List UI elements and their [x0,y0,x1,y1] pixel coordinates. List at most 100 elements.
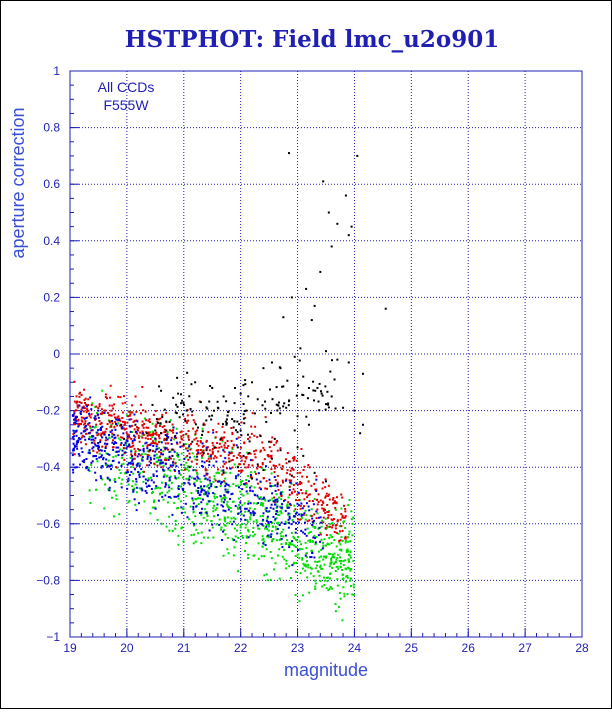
cloud-point [171,448,174,451]
cloud-point [86,409,89,412]
cloud-point [217,480,220,483]
cloud-point [82,423,85,426]
cloud-point [233,402,236,405]
cloud-point [330,359,333,362]
cloud-point [312,536,315,539]
cloud-point [280,467,283,470]
cloud-point [198,400,201,403]
cloud-point [229,520,232,523]
cloud-point [278,407,281,410]
cloud-point [167,442,170,445]
cloud-point [180,463,183,466]
cloud-point [152,450,155,453]
cloud-point [315,510,318,513]
data-point [214,446,217,449]
cloud-point [235,484,238,487]
cloud-point [309,572,312,575]
cloud-point [240,470,243,473]
cloud-point [121,436,124,439]
cloud-point [284,499,287,502]
cloud-point [227,552,230,555]
cloud-point [73,418,76,421]
cloud-point [72,463,75,466]
cloud-point [175,427,178,430]
cloud-point [165,429,168,432]
cloud-point [151,436,154,439]
cloud-point [305,560,308,563]
cloud-point [192,542,195,545]
cloud-point [337,532,340,535]
cloud-point [307,563,310,566]
cloud-point [149,434,152,437]
cloud-point [83,417,86,420]
cloud-point [193,438,196,441]
cloud-point [325,524,328,527]
cloud-point [308,591,311,594]
cloud-point [265,525,268,528]
cloud-point [181,487,184,490]
cloud-point [192,427,195,430]
cloud-point [280,506,283,509]
y-tick-label: 1 [53,64,60,78]
cloud-point [138,462,141,465]
cloud-point [78,424,81,427]
cloud-point [230,510,233,513]
cloud-point [295,511,298,514]
cloud-point [333,539,336,542]
cloud-point [331,526,334,529]
cloud-point [303,512,306,515]
cloud-point [298,547,301,550]
cloud-point [342,577,345,580]
cloud-point [219,485,222,488]
cloud-point [247,395,250,398]
cloud-point [158,447,161,450]
cloud-point [135,478,138,481]
cloud-point [200,454,203,457]
cloud-point [286,451,289,454]
cloud-point [298,521,301,524]
cloud-point [278,538,281,541]
cloud-point [177,470,180,473]
cloud-point [124,443,127,446]
cloud-point [206,515,209,518]
data-point [293,429,296,432]
cloud-point [224,471,227,474]
cloud-point [348,560,351,563]
cloud-point [312,503,315,506]
cloud-point [224,524,227,527]
cloud-point [222,469,225,472]
cloud-point [72,468,75,471]
cloud-point [187,430,190,433]
cloud-point [246,492,249,495]
cloud-point [276,409,279,412]
cloud-point [348,533,351,536]
cloud-point [164,485,167,488]
cloud-point [321,500,324,503]
cloud-point [288,489,291,492]
cloud-point [300,447,303,450]
cloud-point [184,417,187,420]
cloud-point [147,477,150,480]
cloud-point [236,506,239,509]
cloud-point [276,505,279,508]
data-point [313,304,316,307]
cloud-point [211,526,214,529]
cloud-point [96,451,99,454]
cloud-point [265,519,268,522]
cloud-point [281,555,284,558]
cloud-point [314,488,317,491]
cloud-point [336,520,339,523]
cloud-point [243,463,246,466]
cloud-point [73,432,76,435]
cloud-point [158,433,161,436]
cloud-point [209,500,212,503]
cloud-point [190,465,193,468]
cloud-point [252,502,255,505]
cloud-point [111,432,114,435]
cloud-point [193,455,196,458]
cloud-point [99,475,102,478]
cloud-point [168,489,171,492]
cloud-point [187,469,190,472]
cloud-point [338,548,341,551]
cloud-point [210,483,213,486]
